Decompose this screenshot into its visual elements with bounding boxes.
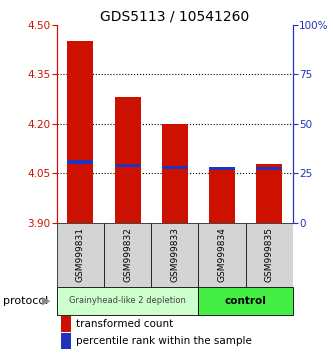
Text: control: control bbox=[225, 296, 267, 306]
FancyBboxPatch shape bbox=[57, 223, 104, 287]
Text: protocol: protocol bbox=[3, 296, 49, 306]
FancyBboxPatch shape bbox=[246, 223, 293, 287]
Text: GSM999831: GSM999831 bbox=[76, 227, 85, 282]
Bar bbox=[162, 124, 188, 223]
Bar bbox=[209, 167, 235, 223]
Bar bbox=[209, 167, 235, 170]
Text: GSM999833: GSM999833 bbox=[170, 227, 179, 282]
Bar bbox=[115, 97, 141, 223]
FancyBboxPatch shape bbox=[104, 223, 151, 287]
Text: transformed count: transformed count bbox=[76, 319, 173, 329]
Bar bbox=[162, 166, 188, 169]
Text: Grainyhead-like 2 depletion: Grainyhead-like 2 depletion bbox=[69, 296, 186, 306]
FancyBboxPatch shape bbox=[198, 223, 246, 287]
Bar bbox=[61, 316, 71, 332]
Bar bbox=[256, 167, 282, 170]
FancyBboxPatch shape bbox=[151, 223, 198, 287]
Title: GDS5113 / 10541260: GDS5113 / 10541260 bbox=[100, 10, 249, 24]
FancyBboxPatch shape bbox=[198, 287, 293, 315]
Bar bbox=[115, 164, 141, 167]
Bar bbox=[256, 164, 282, 223]
Text: GSM999834: GSM999834 bbox=[217, 227, 227, 282]
Text: GSM999832: GSM999832 bbox=[123, 227, 132, 282]
FancyBboxPatch shape bbox=[57, 287, 198, 315]
Bar bbox=[61, 333, 71, 349]
Text: GSM999835: GSM999835 bbox=[265, 227, 274, 282]
Bar bbox=[67, 160, 93, 164]
Text: ▶: ▶ bbox=[42, 296, 51, 306]
Text: percentile rank within the sample: percentile rank within the sample bbox=[76, 336, 251, 346]
Bar bbox=[67, 41, 93, 223]
